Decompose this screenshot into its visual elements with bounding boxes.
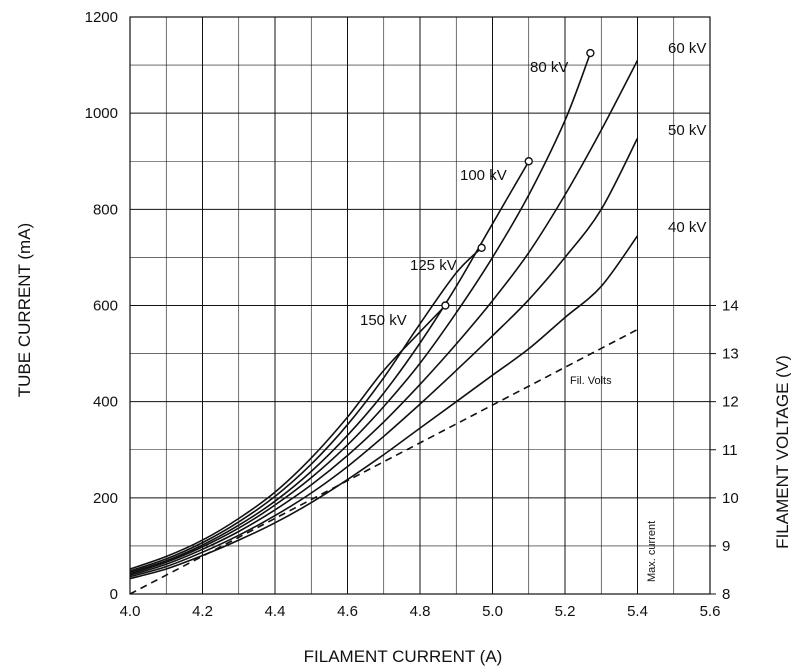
max-current-label: Max. current bbox=[646, 521, 658, 582]
end-markers bbox=[441, 48, 595, 310]
y-tick-label: 0 bbox=[110, 586, 118, 603]
y2-tick-label: 14 bbox=[722, 298, 739, 315]
y-tick-label: 1200 bbox=[85, 9, 118, 26]
series-line-125-kv bbox=[129, 247, 483, 572]
grid-lines bbox=[129, 16, 711, 595]
x-tick-label: 5.6 bbox=[700, 603, 721, 620]
series-labels: 40 kV 50 kV 60 kV 80 kV 100 kV 125 kV 150 kV Fi… bbox=[360, 40, 706, 387]
y2-tick-labels: 8 9 10 11 12 13 14 bbox=[710, 298, 739, 603]
y-tick-label: 1000 bbox=[85, 105, 118, 122]
x-tick-label: 5.2 bbox=[555, 603, 576, 620]
series-label-60-kv: 60 kV bbox=[668, 40, 706, 57]
series-label-125-kv: 125 kV bbox=[410, 257, 457, 274]
series-line-60-kv bbox=[129, 59, 639, 576]
y2-axis-label: FILAMENT VOLTAGE (V) bbox=[773, 355, 791, 549]
filament-voltage-line bbox=[129, 328, 638, 595]
x-axis-label: FILAMENT CURRENT (A) bbox=[304, 647, 503, 666]
series-label-100-kv: 100 kV bbox=[460, 167, 507, 184]
y-tick-label: 200 bbox=[93, 490, 118, 507]
series-label-40-kv: 40 kV bbox=[668, 219, 706, 236]
y2-tick-label: 8 bbox=[722, 586, 730, 603]
x-tick-label: 4.6 bbox=[337, 603, 358, 620]
x-tick-label: 4.8 bbox=[410, 603, 431, 620]
series-line-100-kv bbox=[129, 160, 530, 574]
end-marker-100-kv bbox=[524, 157, 533, 166]
series-line-80-kv bbox=[129, 52, 592, 575]
series-label-150-kv: 150 kV bbox=[360, 312, 407, 329]
y-tick-label: 400 bbox=[93, 394, 118, 411]
y2-tick-label: 11 bbox=[722, 442, 738, 459]
x-tick-label: 4.0 bbox=[120, 603, 141, 620]
y2-tick-label: 12 bbox=[722, 394, 739, 411]
series-line-40-kv bbox=[129, 235, 639, 580]
series-line-50-kv bbox=[129, 137, 639, 578]
series-line-150-kv bbox=[129, 304, 446, 570]
y-axis-label: TUBE CURRENT (mA) bbox=[15, 223, 34, 397]
series-line-fil-volts bbox=[129, 328, 638, 595]
end-marker-125-kv bbox=[477, 243, 486, 253]
series-label-80-kv: 80 kV bbox=[530, 59, 568, 76]
kv-curves bbox=[129, 52, 639, 580]
y2-tick-label: 13 bbox=[722, 346, 739, 363]
y-tick-label: 800 bbox=[93, 201, 118, 218]
x-tick-label: 5.4 bbox=[627, 603, 648, 620]
x-tick-label: 5.0 bbox=[482, 603, 503, 620]
series-label-50-kv: 50 kV bbox=[668, 122, 706, 139]
x-tick-label: 4.4 bbox=[265, 603, 286, 620]
x-tick-label: 4.2 bbox=[192, 603, 213, 620]
y2-tick-label: 10 bbox=[722, 490, 739, 507]
y-tick-label: 600 bbox=[93, 298, 118, 315]
end-marker-80-kv bbox=[586, 48, 595, 58]
end-marker-150-kv bbox=[441, 301, 450, 310]
y-tick-labels: 0 200 400 600 800 1000 1200 bbox=[85, 9, 118, 603]
series-label-fil-volts: Fil. Volts bbox=[570, 375, 612, 387]
x-tick-labels: 4.0 4.2 4.4 4.6 4.8 5.0 5.2 5.4 5.6 bbox=[120, 603, 721, 620]
y2-tick-label: 9 bbox=[722, 538, 730, 555]
